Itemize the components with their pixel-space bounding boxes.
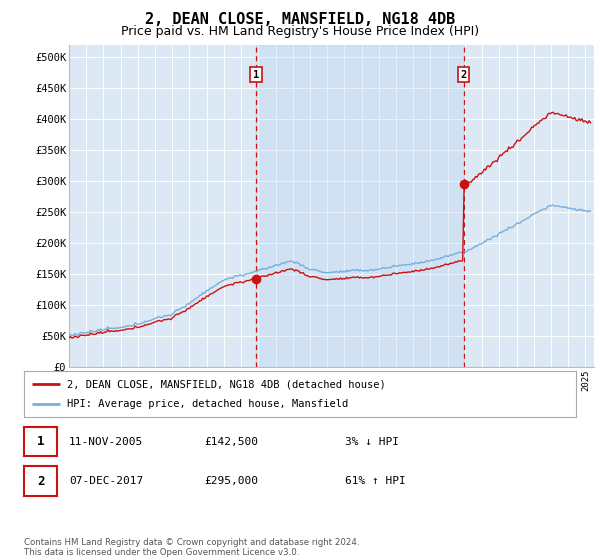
Text: 3% ↓ HPI: 3% ↓ HPI: [345, 437, 399, 447]
Text: 61% ↑ HPI: 61% ↑ HPI: [345, 476, 406, 486]
Text: £142,500: £142,500: [204, 437, 258, 447]
Text: 1: 1: [253, 69, 259, 80]
Text: 07-DEC-2017: 07-DEC-2017: [69, 476, 143, 486]
Text: Price paid vs. HM Land Registry's House Price Index (HPI): Price paid vs. HM Land Registry's House …: [121, 25, 479, 38]
Bar: [256, 45, 464, 367]
Text: 2: 2: [37, 474, 44, 488]
Text: 11-NOV-2005: 11-NOV-2005: [69, 437, 143, 447]
Text: 1: 1: [37, 435, 44, 449]
Text: £295,000: £295,000: [204, 476, 258, 486]
Text: 2: 2: [461, 69, 467, 80]
Text: 2, DEAN CLOSE, MANSFIELD, NG18 4DB (detached house): 2, DEAN CLOSE, MANSFIELD, NG18 4DB (deta…: [67, 379, 386, 389]
Text: 2, DEAN CLOSE, MANSFIELD, NG18 4DB: 2, DEAN CLOSE, MANSFIELD, NG18 4DB: [145, 12, 455, 27]
Text: HPI: Average price, detached house, Mansfield: HPI: Average price, detached house, Mans…: [67, 399, 349, 409]
Text: Contains HM Land Registry data © Crown copyright and database right 2024.
This d: Contains HM Land Registry data © Crown c…: [24, 538, 359, 557]
